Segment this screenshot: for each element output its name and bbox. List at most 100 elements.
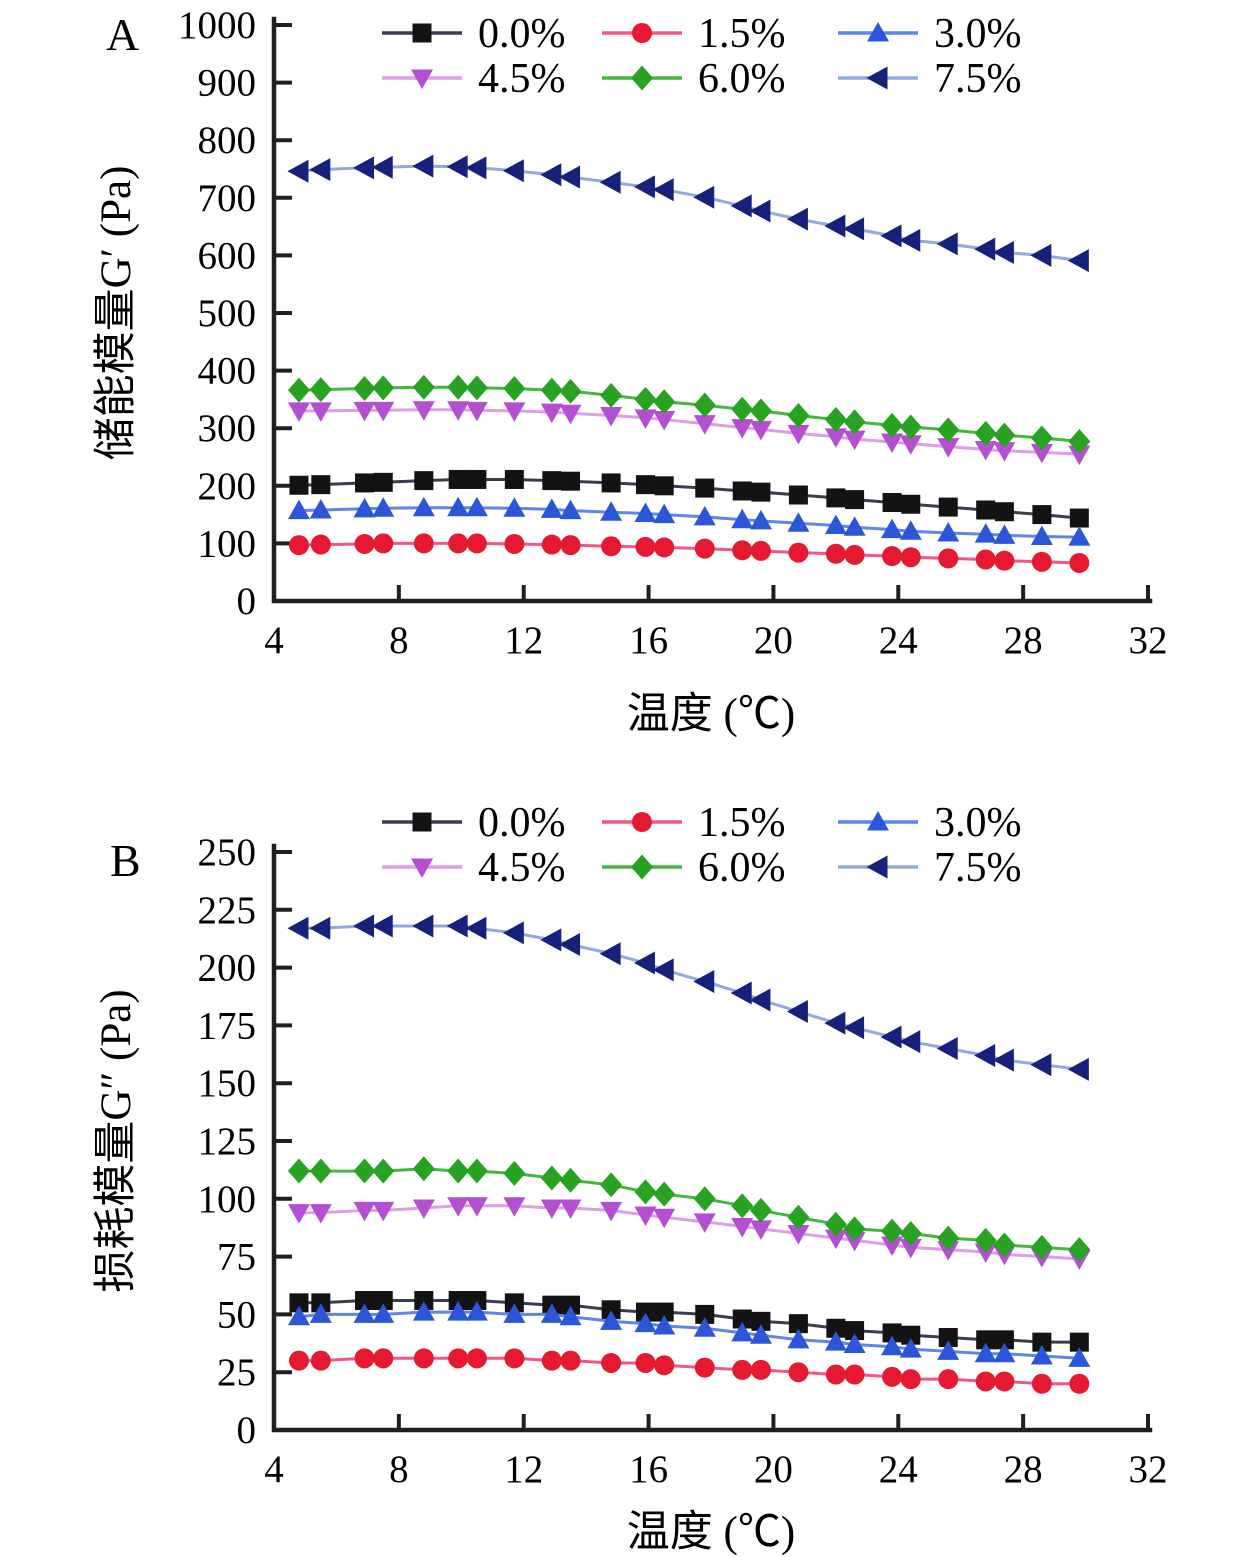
series-line (299, 924, 1080, 1071)
triangle-left-marker (559, 932, 581, 956)
square-marker (826, 488, 846, 508)
diamond-marker (1030, 1234, 1053, 1260)
y-tick-label: 500 (198, 292, 257, 335)
y-tick-label: 0 (237, 1409, 257, 1452)
diamond-marker (447, 374, 470, 400)
circle-marker (310, 1350, 331, 1371)
square-marker (1069, 1332, 1089, 1352)
triangle-down-marker (412, 1199, 435, 1220)
circle-marker (825, 1364, 846, 1385)
series-4-5pct (287, 401, 1091, 466)
circle-marker (541, 1350, 562, 1371)
diamond-marker (372, 1158, 395, 1184)
legend-item-4-5pct: 4.5% (382, 56, 566, 102)
triangle-up-marker (447, 496, 470, 517)
triangle-down-marker (372, 401, 395, 422)
circle-marker (1069, 1373, 1090, 1394)
triangle-left-marker (992, 1048, 1014, 1072)
y-tick-label: 150 (198, 1062, 257, 1105)
triangle-down-marker (559, 1199, 582, 1220)
circle-marker (938, 548, 959, 569)
x-tick-label: 16 (629, 1448, 668, 1491)
circle-marker (938, 1369, 959, 1390)
circle-marker (750, 1359, 771, 1380)
circle-marker (732, 1359, 753, 1380)
triangle-up-marker (731, 1321, 754, 1342)
triangle-down-marker (693, 1213, 716, 1233)
triangle-up-marker (309, 1303, 332, 1323)
series-3-0pct (287, 496, 1091, 546)
triangle-up-marker (559, 1305, 582, 1326)
series-3-0pct (287, 1301, 1091, 1367)
triangle-left-marker (412, 914, 434, 938)
diamond-marker (749, 1197, 772, 1223)
y-tick-label: 700 (198, 177, 257, 220)
circle-marker (373, 533, 394, 554)
triangle-down-marker (411, 69, 433, 89)
square-marker (732, 481, 752, 501)
triangle-up-marker (824, 1331, 847, 1351)
triangle-left-marker (633, 175, 655, 199)
circle-marker (288, 535, 309, 556)
square-marker (654, 476, 674, 496)
triangle-up-marker (843, 516, 866, 536)
series-6-0pct (287, 1156, 1091, 1263)
diamond-marker (634, 386, 657, 412)
square-marker (412, 23, 432, 43)
triangle-left-marker (287, 159, 309, 183)
series-4-5pct (287, 1197, 1091, 1270)
diamond-marker (843, 1216, 866, 1242)
diamond-marker (559, 1167, 582, 1193)
triangle-left-marker (652, 958, 674, 982)
diamond-marker (731, 396, 754, 422)
circle-marker (504, 1348, 525, 1369)
square-marker (976, 500, 996, 520)
diamond-marker (540, 377, 563, 403)
triangle-left-marker (992, 241, 1014, 265)
square-marker (635, 1302, 655, 1322)
circle-marker (310, 534, 331, 555)
x-tick-label: 28 (1004, 619, 1043, 662)
triangle-up-marker (653, 1314, 676, 1335)
triangle-down-marker (309, 1204, 332, 1224)
circle-marker (750, 540, 771, 561)
x-tick-label: 4 (264, 1448, 284, 1491)
panel-b-legend: 0.0% 1.5% 3.0% 4.5% 6.0% 7.5% (382, 800, 1022, 891)
triangle-down-marker (634, 1206, 657, 1226)
triangle-down-marker (749, 1220, 772, 1240)
legend-label: 3.0% (934, 11, 1022, 57)
square-marker (601, 1300, 621, 1320)
triangle-left-marker (936, 232, 958, 256)
legend-item-6-0pct: 6.0% (602, 845, 786, 891)
triangle-left-marker (446, 155, 468, 179)
triangle-left-marker (502, 159, 524, 183)
square-marker (542, 471, 562, 491)
triangle-up-marker (309, 498, 332, 519)
triangle-up-marker (600, 1310, 623, 1330)
circle-marker (1069, 552, 1090, 573)
triangle-left-marker (786, 207, 808, 231)
diamond-marker (412, 1156, 435, 1182)
legend-item-1-5pct: 1.5% (602, 800, 786, 846)
square-marker (601, 473, 621, 493)
diamond-marker (309, 1158, 332, 1184)
circle-marker (788, 1362, 809, 1383)
y-tick-label: 250 (198, 831, 257, 874)
triangle-down-marker (653, 411, 676, 431)
diamond-marker (287, 1158, 310, 1184)
triangle-up-marker (1030, 525, 1053, 545)
circle-marker (448, 533, 469, 554)
diamond-marker (540, 1165, 563, 1191)
triangle-up-marker (1068, 1347, 1091, 1367)
panel-b: 4 8 12 16 20 24 28 32 0 25 50 75 100 125 150 175 200 225 2… (93, 800, 1168, 1556)
square-marker (751, 1311, 771, 1331)
square-marker (788, 1314, 808, 1334)
triangle-up-marker (693, 1317, 716, 1337)
circle-marker (466, 1348, 487, 1369)
diamond-marker (447, 1158, 470, 1184)
circle-marker (882, 1366, 903, 1387)
series-1-5pct (288, 533, 1090, 573)
y-tick-label: 25 (217, 1351, 256, 1394)
circle-marker (732, 540, 753, 561)
triangle-left-marker (371, 155, 393, 179)
